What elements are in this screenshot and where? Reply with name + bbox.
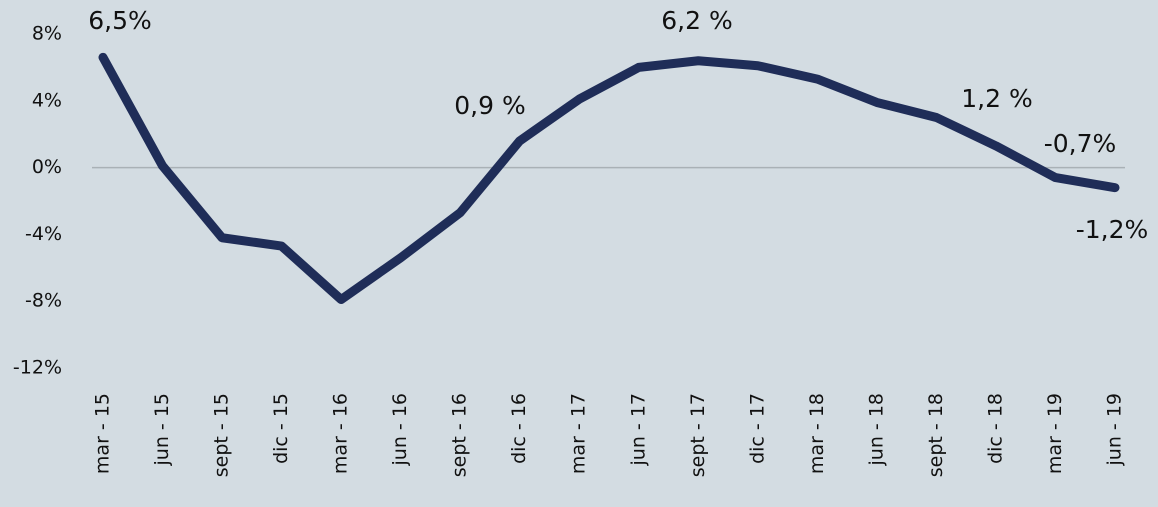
x-tick-label: mar - 16 [330,393,352,474]
x-tick-label: sept - 18 [925,393,947,477]
x-tick-label: dic - 16 [508,393,530,464]
annotation: 6,5% [88,6,152,35]
y-tick-label: -4% [25,223,62,245]
annotation: -1,2% [1076,215,1149,244]
x-tick-label: dic - 17 [746,393,768,464]
annotation: -0,7% [1044,129,1117,158]
x-tick-label: jun - 16 [389,393,411,466]
x-tick-label: dic - 15 [270,393,292,464]
x-tick-label: mar - 18 [806,393,828,474]
annotation: 1,2 % [961,84,1032,113]
y-tick-label: -8% [25,290,62,312]
x-tick-label: sept - 16 [449,393,471,477]
y-tick-label: -12% [13,357,62,379]
x-tick-label: jun - 15 [151,393,173,466]
x-tick-label: sept - 17 [687,393,709,477]
x-tick-label: mar - 15 [92,393,114,474]
x-tick-label: mar - 19 [1044,393,1066,474]
y-tick-label: 4% [32,89,62,111]
x-tick-label: jun - 19 [1104,393,1126,466]
y-tick-label: 0% [32,156,62,178]
x-tick-label: mar - 17 [568,393,590,474]
x-tick-label: sept - 15 [211,393,233,477]
annotation: 6,2 % [661,6,732,35]
annotation: 0,9 % [454,91,525,120]
line-series [98,52,1120,305]
x-tick-label: jun - 18 [865,393,887,466]
x-tick-label: jun - 17 [627,393,649,466]
y-tick-label: 8% [32,23,62,45]
x-tick-label: dic - 18 [984,393,1006,464]
